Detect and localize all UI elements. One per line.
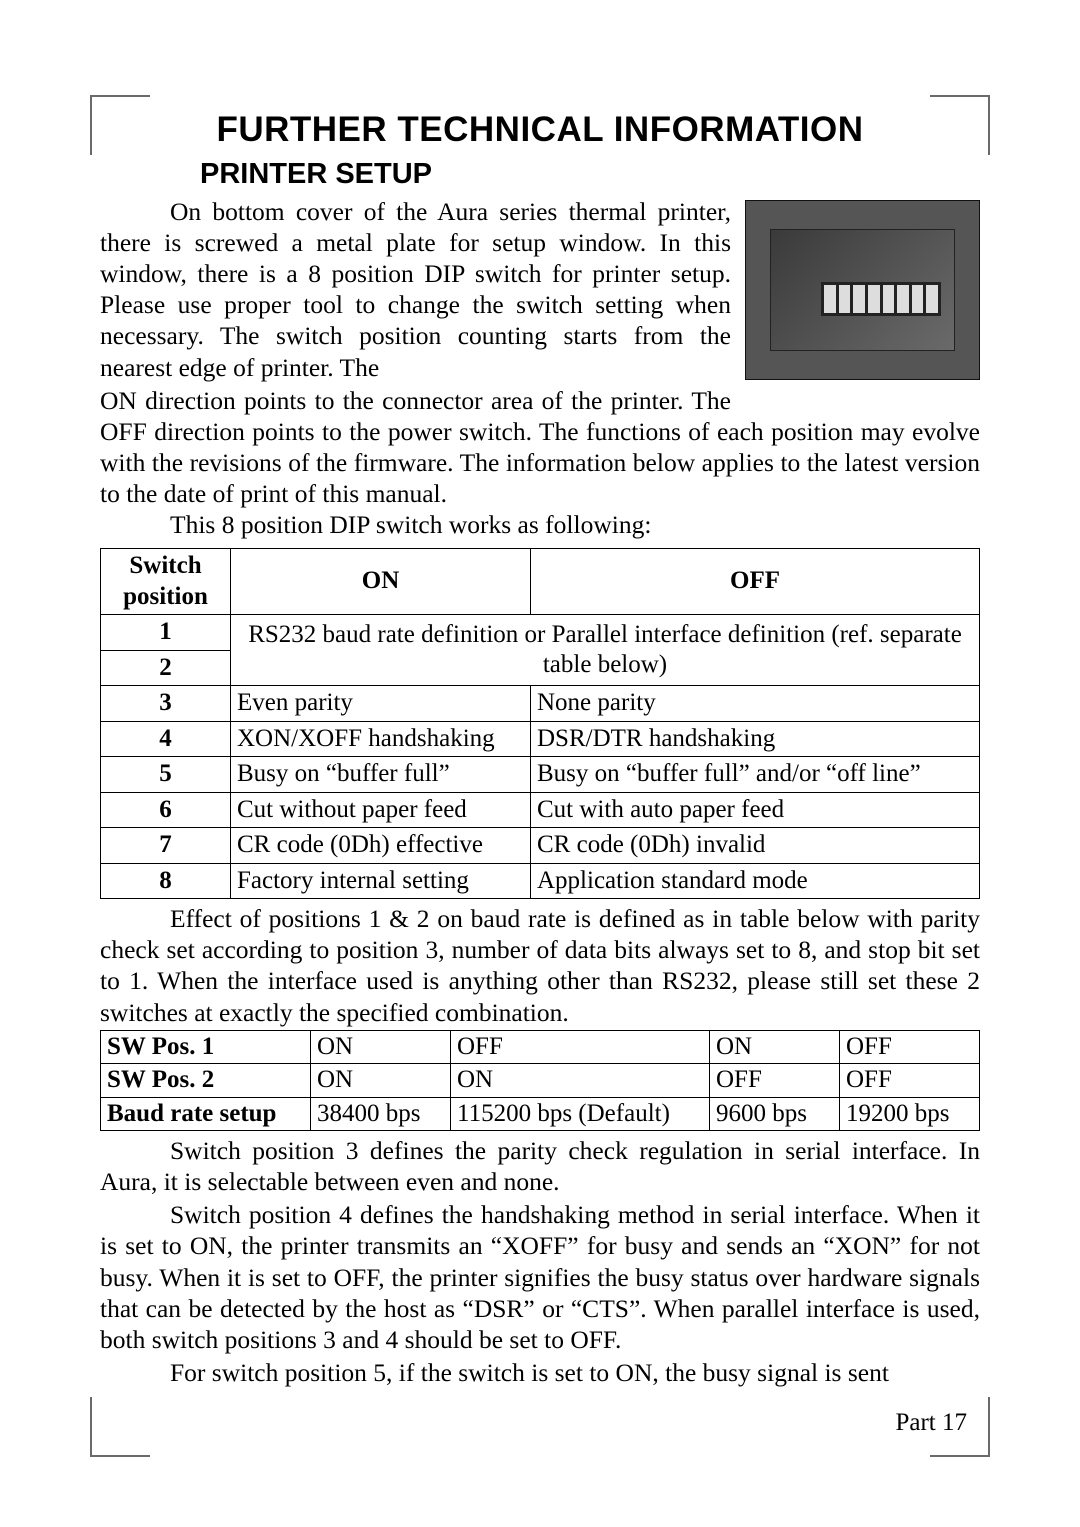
table-cell-off: Cut with auto paper feed <box>531 792 980 828</box>
table-row: 4 XON/XOFF handshaking DSR/DTR handshaki… <box>101 721 980 757</box>
table-cell: OFF <box>840 1064 980 1098</box>
table-cell-on: Busy on “buffer full” <box>231 757 531 793</box>
page-title: FURTHER TECHNICAL INFORMATION <box>90 110 990 150</box>
table-cell-on: Even parity <box>231 686 531 722</box>
table-row-num: 3 <box>101 686 231 722</box>
table-row: SW Pos. 2 ON ON OFF OFF <box>101 1064 980 1098</box>
row-label: SW Pos. 1 <box>101 1030 311 1064</box>
after-paragraph-3: For switch position 5, if the switch is … <box>100 1357 980 1388</box>
table-cell-off: Busy on “buffer full” and/or “off line” <box>531 757 980 793</box>
body-content: On bottom cover of the Aura series therm… <box>100 196 980 1388</box>
row-label: SW Pos. 2 <box>101 1064 311 1098</box>
after-paragraph-1: Switch position 3 defines the parity che… <box>100 1135 980 1197</box>
table-cell-off: None parity <box>531 686 980 722</box>
table-row: 3 Even parity None parity <box>101 686 980 722</box>
table-cell-on: Cut without paper feed <box>231 792 531 828</box>
table-cell-off: Application standard mode <box>531 863 980 899</box>
table-cell: ON <box>311 1030 451 1064</box>
table-row-num: 4 <box>101 721 231 757</box>
table-cell: ON <box>451 1064 710 1098</box>
page-number: Part 17 <box>895 1409 967 1437</box>
intro-paragraph-2: This 8 position DIP switch works as foll… <box>100 509 980 540</box>
dip-switch-photo <box>745 200 980 380</box>
between-tables-paragraph: Effect of positions 1 & 2 on baud rate i… <box>100 903 980 1027</box>
baud-rate-table: SW Pos. 1 ON OFF ON OFF SW Pos. 2 ON ON … <box>100 1030 980 1132</box>
table-cell-on: XON/XOFF handshaking <box>231 721 531 757</box>
th-switch-position: Switch position <box>101 549 231 615</box>
table-cell: ON <box>710 1030 840 1064</box>
intro-paragraph-1b: ON direction points to the connector are… <box>100 385 980 509</box>
table-cell: 38400 bps <box>311 1097 451 1131</box>
th-on: ON <box>231 549 531 615</box>
table-row-num: 6 <box>101 792 231 828</box>
table-row-num: 7 <box>101 828 231 864</box>
table-row-num: 2 <box>101 650 231 686</box>
table-cell-on: CR code (0Dh) effective <box>231 828 531 864</box>
table-cell: ON <box>311 1064 451 1098</box>
page: FURTHER TECHNICAL INFORMATION PRINTER SE… <box>0 0 1080 1527</box>
th-off: OFF <box>531 549 980 615</box>
table-row: 8 Factory internal setting Application s… <box>101 863 980 899</box>
table-cell-off: DSR/DTR handshaking <box>531 721 980 757</box>
table-cell: OFF <box>840 1030 980 1064</box>
table-row: SW Pos. 1 ON OFF ON OFF <box>101 1030 980 1064</box>
corner-decoration <box>930 95 990 155</box>
table-cell: 19200 bps <box>840 1097 980 1131</box>
table-cell-on: Factory internal setting <box>231 863 531 899</box>
table-cell-off: CR code (0Dh) invalid <box>531 828 980 864</box>
table-row: 7 CR code (0Dh) effective CR code (0Dh) … <box>101 828 980 864</box>
corner-decoration <box>90 95 150 155</box>
table-row-num: 8 <box>101 863 231 899</box>
table-row-num: 1 <box>101 615 231 651</box>
table-cell: 115200 bps (Default) <box>451 1097 710 1131</box>
section-heading: PRINTER SETUP <box>200 158 990 191</box>
row-label: Baud rate setup <box>101 1097 311 1131</box>
row12-merged: RS232 baud rate definition or Parallel i… <box>231 615 980 686</box>
dip-switch-table: Switch position ON OFF 1 RS232 baud rate… <box>100 548 980 899</box>
table-row: 6 Cut without paper feed Cut with auto p… <box>101 792 980 828</box>
corner-decoration <box>90 1397 150 1457</box>
table-row: 5 Busy on “buffer full” Busy on “buffer … <box>101 757 980 793</box>
after-paragraph-2: Switch position 4 defines the handshakin… <box>100 1199 980 1355</box>
table-cell: 9600 bps <box>710 1097 840 1131</box>
table-cell: OFF <box>710 1064 840 1098</box>
table-row: Baud rate setup 38400 bps 115200 bps (De… <box>101 1097 980 1131</box>
table-row-num: 5 <box>101 757 231 793</box>
table-cell: OFF <box>451 1030 710 1064</box>
